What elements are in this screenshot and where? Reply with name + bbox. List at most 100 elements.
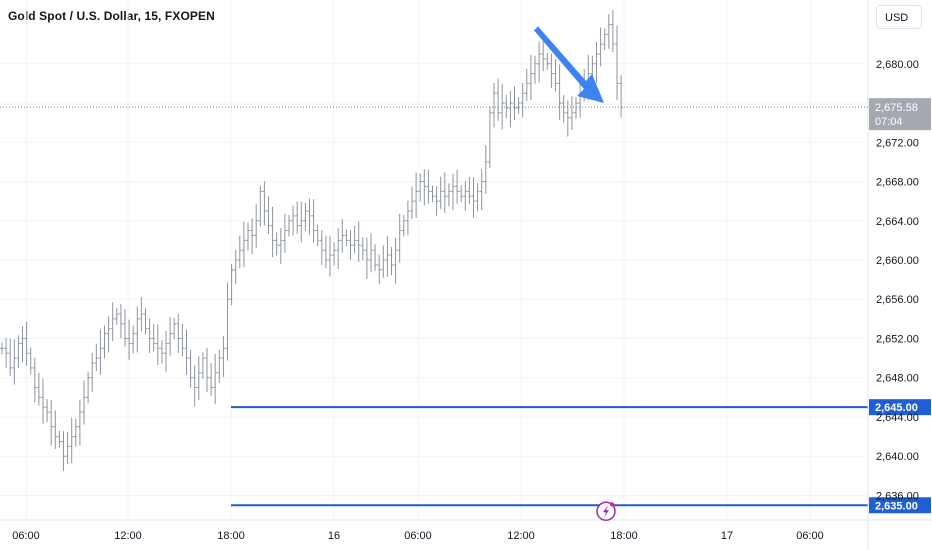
ohlc-bar (225, 282, 230, 361)
ohlc-bar (496, 78, 500, 121)
ohlc-bar (504, 94, 509, 119)
ohlc-bar (594, 41, 599, 83)
ohlc-bar (619, 75, 623, 118)
ohlc-bar (98, 329, 103, 375)
ohlc-bar (12, 339, 17, 385)
ohlc-bar (180, 323, 185, 357)
y-tick-label: 2,656.00 (876, 294, 919, 306)
ohlc-bar (434, 186, 439, 216)
time-axis[interactable]: 06:00 12:00 18:00 16 06:00 12:00 18:00 17 06:00 (0, 519, 932, 542)
ohlc-bar (274, 232, 279, 256)
ohlc-bar (561, 94, 566, 124)
ohlc-bar (397, 213, 402, 263)
ohlc-bar (566, 100, 570, 137)
ohlc-bar (430, 185, 435, 203)
ohlc-bar (455, 169, 459, 204)
ohlc-bar (258, 185, 263, 227)
ohlc-bar (110, 302, 115, 342)
ohlc-bar (324, 235, 328, 269)
chart-overlay: 2,675.58 07:04 (0, 26, 931, 522)
ohlc-bar (8, 338, 12, 376)
ohlc-bar (533, 55, 537, 84)
current-price-value: 2,675.58 (875, 102, 918, 114)
ohlc-bar (65, 431, 70, 465)
ohlc-bar (451, 174, 455, 211)
ohlc-bar (242, 221, 246, 267)
ohlc-bar (164, 331, 168, 373)
ohlc-bar (135, 306, 140, 353)
x-tick-label: 16 (328, 530, 340, 542)
ohlc-bar (156, 324, 160, 365)
ohlc-bar (520, 83, 525, 118)
ohlc-bar (541, 37, 545, 72)
ohlc-bar (488, 106, 492, 168)
ohlc-bar (607, 14, 611, 49)
ohlc-bar (459, 185, 463, 203)
currency-button[interactable]: USD (876, 5, 922, 29)
ohlc-bar (119, 303, 123, 339)
ohlc-bar (221, 335, 226, 377)
ohlc-bars (0, 10, 623, 471)
x-tick-label: 18:00 (217, 530, 245, 542)
ohlc-bar (410, 186, 414, 219)
ohlc-bar (151, 323, 156, 352)
ohlc-bar (303, 202, 308, 231)
x-tick-label: 18:00 (610, 530, 638, 542)
ohlc-bar (4, 338, 8, 368)
ohlc-bar (94, 343, 99, 372)
ohlc-bar (447, 183, 451, 207)
ohlc-bar (74, 418, 78, 447)
bar-countdown: 07:04 (875, 116, 903, 128)
ohlc-bar (246, 222, 250, 251)
ohlc-bar (471, 177, 476, 218)
ohlc-bar (315, 224, 320, 247)
ohlc-bar (475, 183, 480, 212)
ohlc-bar (512, 86, 517, 121)
lightning-icon (603, 505, 609, 518)
ohlc-bar (283, 213, 287, 253)
ohlc-bar (418, 173, 422, 202)
ohlc-bar (557, 64, 562, 120)
ohlc-bar (201, 352, 205, 379)
ohlc-bar (192, 365, 197, 407)
ohlc-bar (123, 309, 127, 347)
ohlc-bar (291, 205, 295, 236)
ohlc-bar (127, 319, 131, 361)
ohlc-bar (352, 225, 357, 254)
ohlc-bar (287, 214, 291, 237)
x-tick-label: 06:00 (12, 530, 40, 542)
arrow-annotation (534, 26, 604, 104)
ohlc-bar (516, 97, 521, 114)
ohlc-bar (615, 25, 619, 101)
ohlc-bar (369, 233, 373, 273)
ohlc-bar (16, 335, 21, 369)
ohlc-bar (160, 340, 164, 364)
ohlc-bar (553, 59, 558, 92)
ohlc-bar (266, 196, 271, 234)
level-price-tag (869, 497, 931, 514)
ohlc-bar (406, 200, 410, 236)
price-axis[interactable]: 2,680.002,676.002,672.002,668.002,664.00… (867, 0, 919, 550)
chart-grid (0, 0, 868, 520)
ohlc-bar (205, 347, 209, 393)
ohlc-bar (33, 357, 37, 403)
ohlc-bar (340, 218, 345, 253)
ohlc-bar (90, 352, 94, 393)
ohlc-bar (373, 244, 377, 271)
ohlc-bar (262, 181, 267, 226)
ohlc-bar (307, 198, 312, 235)
ohlc-bar (500, 84, 504, 130)
symbol-title[interactable]: Gold Spot / U.S. Dollar, 15, FXOPEN (8, 9, 215, 23)
ohlc-bar (438, 176, 443, 210)
ohlc-bar (61, 431, 66, 471)
ohlc-bar (508, 90, 513, 127)
y-tick-label: 2,640.00 (876, 451, 919, 463)
ohlc-bar (479, 169, 484, 211)
y-tick-label: 2,644.00 (876, 412, 919, 424)
ohlc-bar (250, 218, 254, 255)
x-tick-label: 17 (721, 530, 733, 542)
ohlc-bar (106, 316, 111, 353)
ohlc-bar (336, 228, 340, 270)
y-tick-label: 2,652.00 (876, 333, 919, 345)
